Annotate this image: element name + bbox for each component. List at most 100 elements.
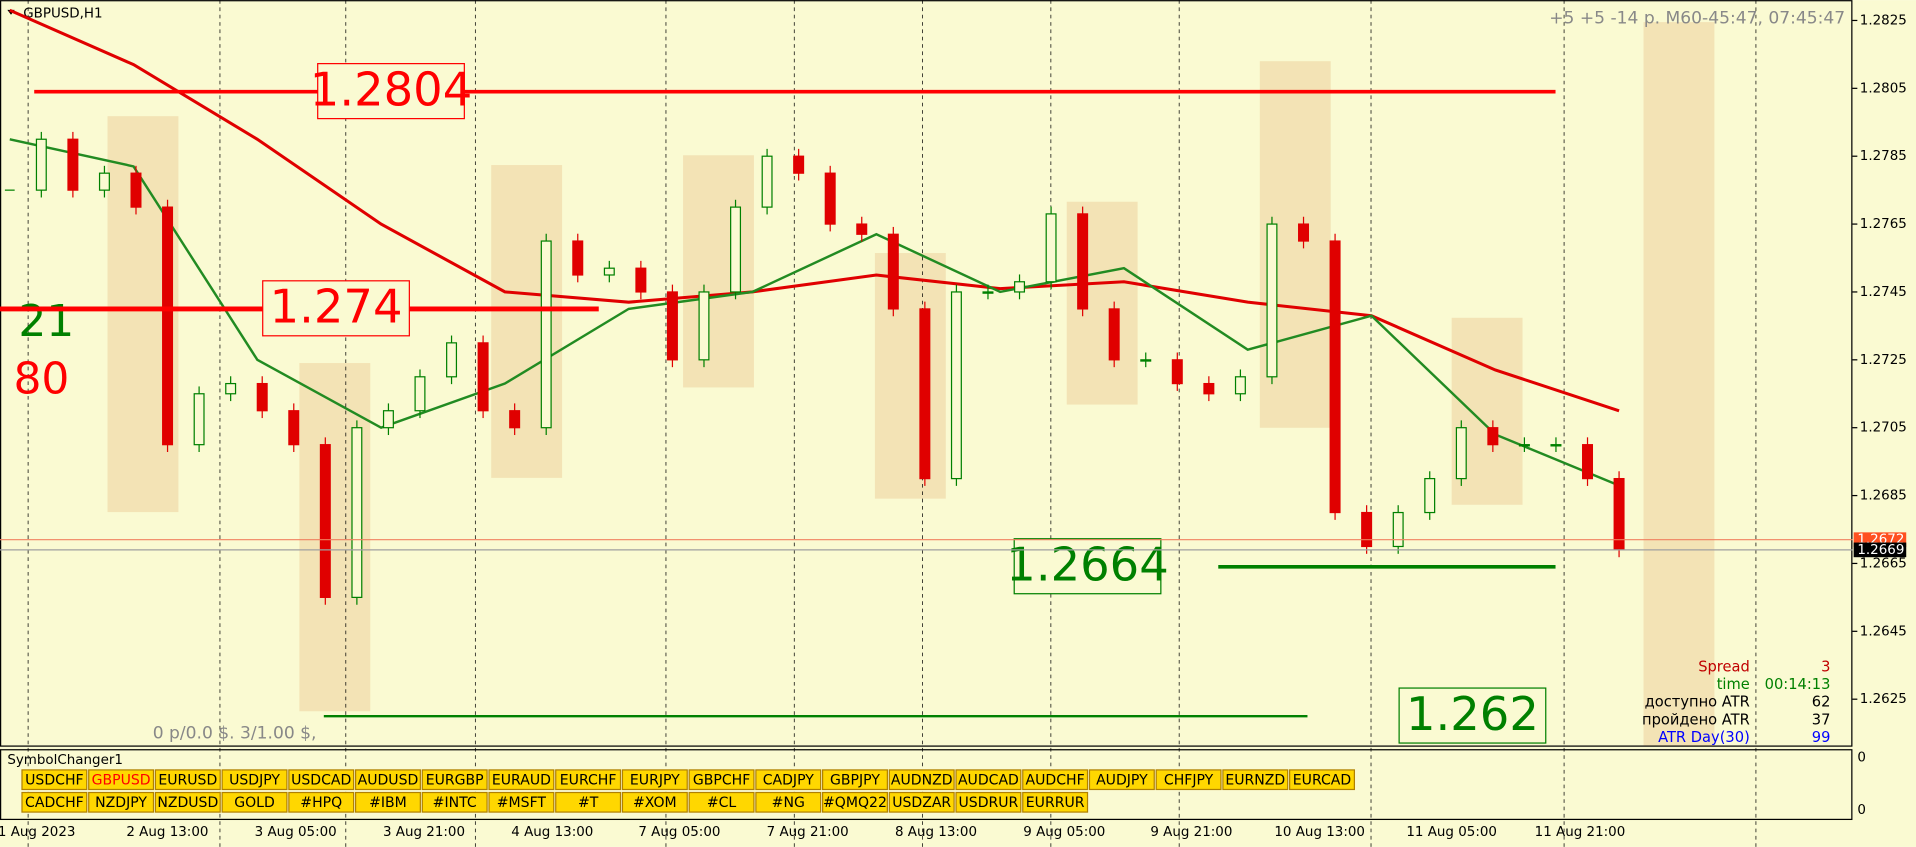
button-label[interactable]: EURUSD xyxy=(158,772,217,788)
button-face[interactable] xyxy=(488,791,555,813)
symbol-button[interactable]: GBPUSD xyxy=(88,769,155,791)
symbol-button[interactable]: GOLD xyxy=(221,791,288,813)
button-label[interactable]: GOLD xyxy=(234,795,275,811)
button-face[interactable] xyxy=(288,769,355,791)
button-label[interactable]: GBPUSD xyxy=(92,772,151,788)
button-face[interactable] xyxy=(288,791,355,813)
button-face[interactable] xyxy=(1155,769,1222,791)
button-face[interactable] xyxy=(621,769,688,791)
symbol-button[interactable]: USDCAD xyxy=(288,769,355,791)
symbol-button[interactable]: USDZAR xyxy=(888,791,955,813)
symbol-button[interactable]: AUDUSD xyxy=(354,769,421,791)
symbol-button[interactable]: AUDNZD xyxy=(888,769,955,791)
symbol-button[interactable]: USDRUR xyxy=(955,791,1022,813)
button-face[interactable] xyxy=(955,791,1022,813)
button-face[interactable] xyxy=(555,791,622,813)
symbol-button[interactable]: EURJPY xyxy=(621,769,688,791)
button-label[interactable]: GBPJPY xyxy=(830,772,880,788)
symbol-button[interactable]: #QMQ22 xyxy=(821,791,888,813)
button-face[interactable] xyxy=(21,791,88,813)
symbol-button[interactable]: CHFJPY xyxy=(1155,769,1222,791)
symbol-button[interactable]: AUDCHF xyxy=(1022,769,1089,791)
button-label[interactable]: CHFJPY xyxy=(1164,772,1214,788)
symbol-button[interactable]: GBPCHF xyxy=(688,769,755,791)
symbol-button[interactable]: CADJPY xyxy=(755,769,822,791)
symbol-button[interactable]: NZDUSD xyxy=(154,791,221,813)
button-label[interactable]: #NG xyxy=(772,795,805,811)
button-face[interactable] xyxy=(354,769,421,791)
symbol-button[interactable]: EURRUR xyxy=(1022,791,1089,813)
symbol-button[interactable]: EURAUD xyxy=(488,769,555,791)
button-face[interactable] xyxy=(888,769,955,791)
symbol-button[interactable]: AUDJPY xyxy=(1088,769,1155,791)
button-face[interactable] xyxy=(555,769,622,791)
button-label[interactable]: #QMQ22 xyxy=(823,795,887,811)
symbol-button[interactable]: AUDCAD xyxy=(955,769,1022,791)
button-label[interactable]: AUDCHF xyxy=(1026,772,1085,788)
symbol-button[interactable]: NZDJPY xyxy=(88,791,155,813)
button-label[interactable]: USDCAD xyxy=(291,772,351,788)
button-face[interactable] xyxy=(1022,791,1089,813)
button-face[interactable] xyxy=(21,769,88,791)
button-label[interactable]: EURRUR xyxy=(1026,795,1085,811)
button-label[interactable]: NZDUSD xyxy=(157,795,218,811)
symbol-button[interactable]: EURCAD xyxy=(1289,769,1356,791)
symbol-button[interactable]: #NG xyxy=(755,791,822,813)
button-face[interactable] xyxy=(621,791,688,813)
symbol-button[interactable]: #XOM xyxy=(621,791,688,813)
button-face[interactable] xyxy=(821,769,888,791)
symbol-button[interactable]: #MSFT xyxy=(488,791,555,813)
symbol-button[interactable]: GBPJPY xyxy=(821,769,888,791)
button-label[interactable]: AUDNZD xyxy=(891,772,953,788)
symbol-button[interactable]: EURGBP xyxy=(421,769,488,791)
button-label[interactable]: #T xyxy=(578,795,599,811)
button-face[interactable] xyxy=(88,769,155,791)
button-face[interactable] xyxy=(1222,769,1289,791)
button-label[interactable]: #CL xyxy=(707,795,737,811)
button-label[interactable]: NZDJPY xyxy=(95,795,147,811)
button-label[interactable]: #HPQ xyxy=(300,795,342,811)
button-label[interactable]: AUDCAD xyxy=(958,772,1019,788)
button-label[interactable]: EURGBP xyxy=(426,772,484,788)
symbol-button[interactable]: #IBM xyxy=(354,791,421,813)
button-face[interactable] xyxy=(421,769,488,791)
button-label[interactable]: GBPCHF xyxy=(693,772,750,788)
button-label[interactable]: EURAUD xyxy=(492,772,551,788)
button-label[interactable]: USDJPY xyxy=(229,772,280,788)
symbol-button[interactable]: #T xyxy=(555,791,622,813)
button-face[interactable] xyxy=(1289,769,1356,791)
button-face[interactable] xyxy=(888,791,955,813)
button-label[interactable]: EURJPY xyxy=(630,772,680,788)
button-face[interactable] xyxy=(1022,769,1089,791)
button-face[interactable] xyxy=(154,791,221,813)
symbol-button[interactable]: EURNZD xyxy=(1222,769,1289,791)
button-label[interactable]: #INTC xyxy=(433,795,477,811)
button-label[interactable]: USDZAR xyxy=(892,795,951,811)
button-face[interactable] xyxy=(688,769,755,791)
symbol-button[interactable]: USDCHF xyxy=(21,769,88,791)
symbol-button[interactable]: EURCHF xyxy=(555,769,622,791)
symbol-button[interactable]: USDJPY xyxy=(221,769,288,791)
button-label[interactable]: #XOM xyxy=(633,795,677,811)
button-face[interactable] xyxy=(755,769,822,791)
button-label[interactable]: #MSFT xyxy=(497,795,547,811)
button-face[interactable] xyxy=(421,791,488,813)
button-face[interactable] xyxy=(154,769,221,791)
button-label[interactable]: CADJPY xyxy=(763,772,815,788)
button-face[interactable] xyxy=(755,791,822,813)
button-label[interactable]: EURNZD xyxy=(1225,772,1285,788)
button-face[interactable] xyxy=(688,791,755,813)
button-label[interactable]: EURCAD xyxy=(1293,772,1351,788)
button-label[interactable]: AUDUSD xyxy=(358,772,419,788)
symbol-button[interactable]: EURUSD xyxy=(154,769,221,791)
button-face[interactable] xyxy=(821,791,888,813)
button-face[interactable] xyxy=(221,769,288,791)
symbol-button[interactable]: #INTC xyxy=(421,791,488,813)
button-face[interactable] xyxy=(221,791,288,813)
button-label[interactable]: AUDJPY xyxy=(1096,772,1148,788)
button-label[interactable]: USDRUR xyxy=(959,795,1019,811)
symbol-button[interactable]: #CL xyxy=(688,791,755,813)
button-face[interactable] xyxy=(488,769,555,791)
button-label[interactable]: USDCHF xyxy=(25,772,83,788)
button-face[interactable] xyxy=(354,791,421,813)
